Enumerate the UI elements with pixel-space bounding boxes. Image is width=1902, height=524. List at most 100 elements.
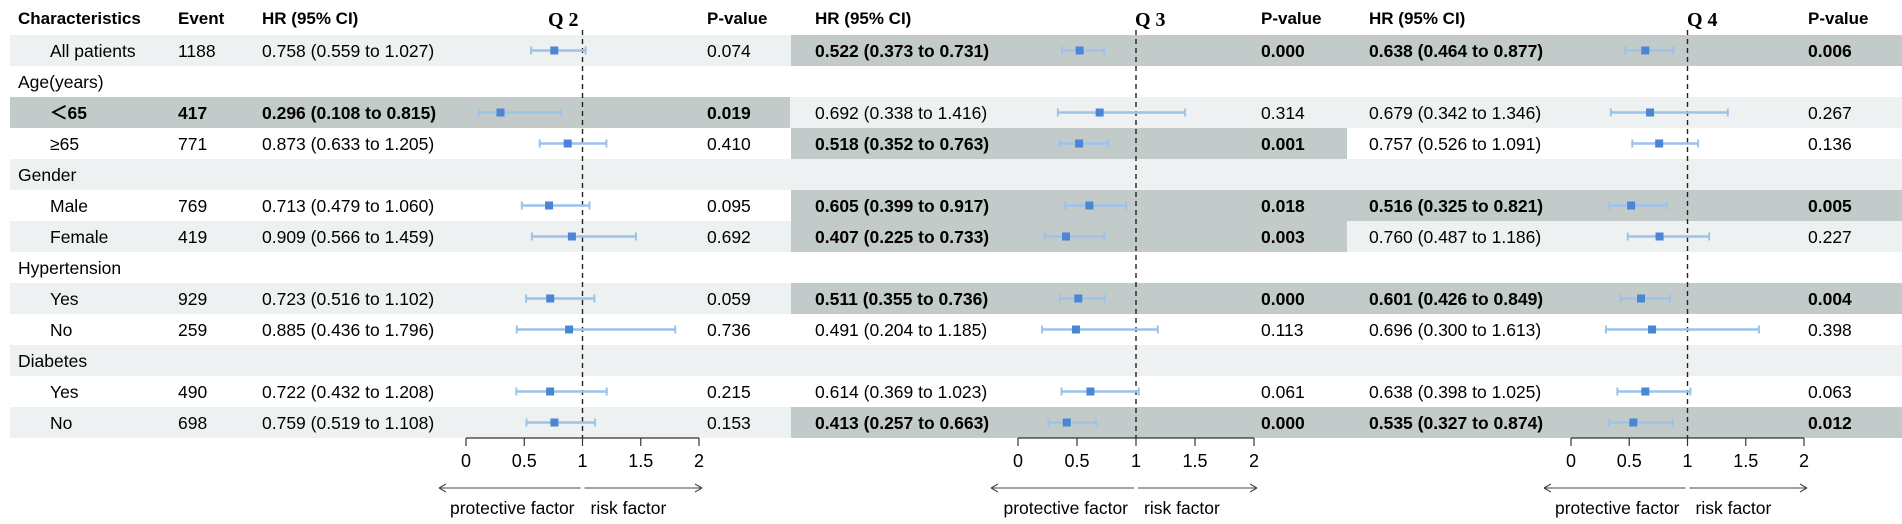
row-label: No <box>50 413 72 433</box>
x-tick-label: 2 <box>694 451 704 471</box>
risk-arrow-head <box>1799 483 1808 493</box>
hr-point <box>1646 108 1655 117</box>
p-value: 0.153 <box>707 413 751 433</box>
hr-ci-value: 0.535 (0.327 to 0.874) <box>1369 413 1543 433</box>
hr-ci-value: 0.407 (0.225 to 0.733) <box>815 227 989 247</box>
p-value: 0.012 <box>1808 413 1852 433</box>
event-count: 771 <box>178 134 207 154</box>
hr-point <box>1655 232 1664 241</box>
hr-point <box>563 139 572 148</box>
row-label: ＜65 <box>50 103 87 123</box>
header-hr-ci: HR (95% CI) <box>262 9 358 28</box>
row-label: Diabetes <box>18 351 87 371</box>
row-label: No <box>50 320 72 340</box>
p-value: 0.136 <box>1808 134 1852 154</box>
event-count: 490 <box>178 382 207 402</box>
significance-highlight <box>10 97 790 128</box>
protective-factor-label: protective factor <box>1555 498 1680 518</box>
hr-ci-value: 0.522 (0.373 to 0.731) <box>815 41 989 61</box>
header-p-value: P-value <box>1808 9 1868 28</box>
row-label: Hypertension <box>18 258 121 278</box>
header-p-value: P-value <box>707 9 767 28</box>
row-label: All patients <box>50 41 136 61</box>
p-value: 0.005 <box>1808 196 1852 216</box>
event-count: 1188 <box>178 41 216 61</box>
x-tick-label: 2 <box>1799 451 1809 471</box>
p-value: 0.095 <box>707 196 751 216</box>
p-value: 0.227 <box>1808 227 1852 247</box>
panel-title: Q 3 <box>1135 9 1166 31</box>
hr-ci-value: 0.491 (0.204 to 1.185) <box>815 320 987 340</box>
p-value: 0.736 <box>707 320 751 340</box>
hr-point <box>1085 201 1094 210</box>
x-tick-label: 0 <box>1566 451 1576 471</box>
hr-point <box>1637 294 1646 303</box>
hr-ci-value: 0.516 (0.325 to 0.821) <box>1369 196 1543 216</box>
hr-ci-value: 0.605 (0.399 to 0.917) <box>815 196 989 216</box>
event-count: 769 <box>178 196 207 216</box>
p-value: 0.267 <box>1808 103 1852 123</box>
p-value: 0.000 <box>1261 289 1305 309</box>
hr-ci-value: 0.696 (0.300 to 1.613) <box>1369 320 1541 340</box>
event-count: 929 <box>178 289 207 309</box>
x-tick-label: 0.5 <box>1064 451 1089 471</box>
risk-arrow-head <box>1249 483 1258 493</box>
hr-ci-value: 0.885 (0.436 to 1.796) <box>262 320 434 340</box>
hr-ci-value: 0.759 (0.519 to 1.108) <box>262 413 434 433</box>
p-value: 0.004 <box>1808 289 1852 309</box>
hr-point <box>1648 325 1657 334</box>
hr-point <box>1629 418 1638 427</box>
event-count: 259 <box>178 320 207 340</box>
hr-ci-value: 0.638 (0.464 to 0.877) <box>1369 41 1543 61</box>
event-count: 419 <box>178 227 207 247</box>
panel-title: Q 4 <box>1687 9 1718 31</box>
protective-factor-label: protective factor <box>1004 498 1129 518</box>
p-value: 0.314 <box>1261 103 1305 123</box>
row-label: Yes <box>50 289 79 309</box>
p-value: 0.692 <box>707 227 751 247</box>
x-tick-label: 1.5 <box>1733 451 1758 471</box>
significance-highlight <box>1345 35 1902 66</box>
p-value: 0.410 <box>707 134 751 154</box>
p-value: 0.059 <box>707 289 751 309</box>
p-value: 0.000 <box>1261 41 1305 61</box>
row-label: ≥65 <box>50 134 79 154</box>
event-count: 698 <box>178 413 207 433</box>
panel-title: Q 2 <box>548 9 579 31</box>
hr-ci-value: 0.614 (0.369 to 1.023) <box>815 382 987 402</box>
risk-factor-label: risk factor <box>1144 498 1220 518</box>
hr-ci-value: 0.713 (0.479 to 1.060) <box>262 196 434 216</box>
hr-point <box>565 325 574 334</box>
protective-factor-label: protective factor <box>450 498 575 518</box>
hr-ci-value: 0.873 (0.633 to 1.205) <box>262 134 434 154</box>
hr-point <box>546 387 555 396</box>
hr-ci-value: 0.758 (0.559 to 1.027) <box>262 41 434 61</box>
hr-ci-value: 0.601 (0.426 to 0.849) <box>1369 289 1543 309</box>
x-tick-label: 1 <box>1131 451 1141 471</box>
hr-point <box>1095 108 1104 117</box>
event-count: 417 <box>178 103 207 123</box>
hr-ci-value: 0.722 (0.432 to 1.208) <box>262 382 434 402</box>
row-label: Female <box>50 227 108 247</box>
row-label: Male <box>50 196 88 216</box>
risk-arrow-head <box>694 483 703 493</box>
hr-ci-value: 0.518 (0.352 to 0.763) <box>815 134 989 154</box>
p-value: 0.000 <box>1261 413 1305 433</box>
row-label: Yes <box>50 382 79 402</box>
x-tick-label: 0.5 <box>1617 451 1642 471</box>
row-label: Gender <box>18 165 77 185</box>
hr-ci-value: 0.679 (0.342 to 1.346) <box>1369 103 1541 123</box>
hr-point <box>567 232 576 241</box>
x-tick-label: 1.5 <box>628 451 653 471</box>
hr-point <box>1074 294 1083 303</box>
protective-arrow-head <box>990 483 999 493</box>
x-tick-label: 0 <box>461 451 471 471</box>
hr-ci-value: 0.723 (0.516 to 1.102) <box>262 289 434 309</box>
hr-point <box>545 201 554 210</box>
header-hr-ci: HR (95% CI) <box>815 9 911 28</box>
hr-point <box>550 46 559 55</box>
hr-point <box>1075 139 1084 148</box>
hr-ci-value: 0.511 (0.355 to 0.736) <box>815 289 988 309</box>
header-p-value: P-value <box>1261 9 1321 28</box>
